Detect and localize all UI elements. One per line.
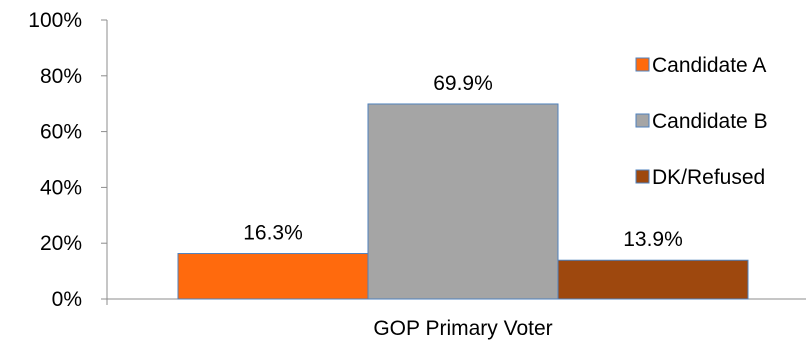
bar-dk-refused: [557, 259, 749, 300]
legend-label: DK/Refused: [652, 166, 765, 189]
legend-swatch: [635, 169, 650, 184]
y-tick-label: 40%: [40, 176, 82, 199]
bars: [177, 103, 749, 300]
bar-candidate-b: [367, 103, 559, 300]
legend-swatch: [635, 113, 650, 128]
y-tick-label: 60%: [40, 121, 82, 144]
legend-label: Candidate B: [652, 110, 768, 133]
y-tick-label: 80%: [40, 65, 82, 88]
y-tick-label: 100%: [28, 9, 82, 32]
legend-swatch: [635, 57, 650, 72]
y-tick-label: 20%: [40, 232, 82, 255]
legend-label: Candidate A: [652, 54, 766, 77]
data-labels: 16.3% 69.9% 13.9%: [243, 72, 683, 251]
data-label: 16.3%: [243, 222, 303, 245]
y-tick-label: 0%: [52, 288, 82, 311]
data-label: 69.9%: [433, 72, 493, 95]
data-label: 13.9%: [623, 228, 683, 251]
axes: 0% 20% 40% 60% 80% 100% GOP Primary Voter: [28, 9, 806, 340]
bar-candidate-a: [177, 253, 369, 300]
legend: Candidate A Candidate B DK/Refused: [635, 54, 768, 189]
x-category-label: GOP Primary Voter: [373, 317, 552, 340]
